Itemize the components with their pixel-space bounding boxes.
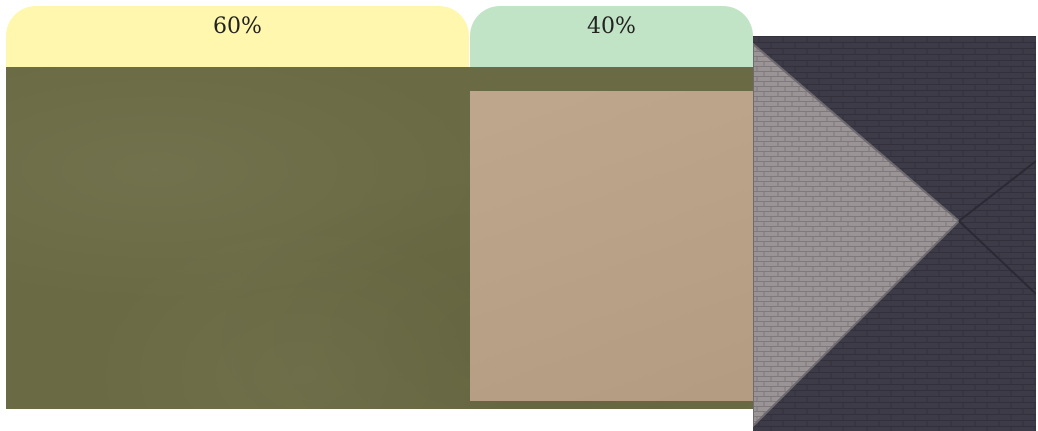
roof-texture-panel (753, 36, 1036, 431)
roof-ridge-lines (958, 160, 1036, 295)
sand-texture-panel (470, 91, 753, 401)
tab-40-percent[interactable]: 40% (470, 6, 753, 68)
tab-60-percent[interactable]: 60% (6, 6, 469, 68)
roof-light-triangle (753, 42, 961, 428)
